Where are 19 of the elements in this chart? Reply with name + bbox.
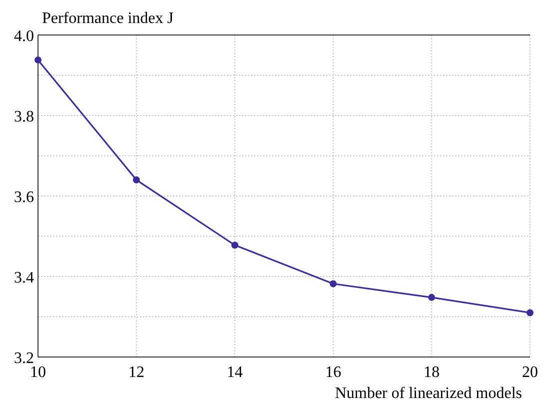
y-tick-label: 4.0 <box>14 28 34 45</box>
x-tick-label: 18 <box>424 364 440 381</box>
y-tick-label: 3.4 <box>14 270 34 286</box>
y-tick-label: 3.2 <box>14 350 34 367</box>
y-axis-title: Performance index J <box>42 10 174 27</box>
x-tick-label: 16 <box>325 364 342 381</box>
point <box>428 294 436 301</box>
point <box>34 56 42 64</box>
x-tick-label: 20 <box>522 364 538 381</box>
y-tick-label: 3.6 <box>14 189 34 206</box>
x-axis-title: Number of linearized models <box>334 385 522 402</box>
point <box>132 176 140 184</box>
x-tick-label: 10 <box>30 364 46 381</box>
y-tick-label: 3.8 <box>14 108 34 126</box>
point <box>330 280 337 288</box>
point <box>526 309 534 316</box>
x-tick-label: 14 <box>226 364 243 381</box>
x-tick-label: 12 <box>128 364 144 381</box>
point <box>231 242 238 249</box>
